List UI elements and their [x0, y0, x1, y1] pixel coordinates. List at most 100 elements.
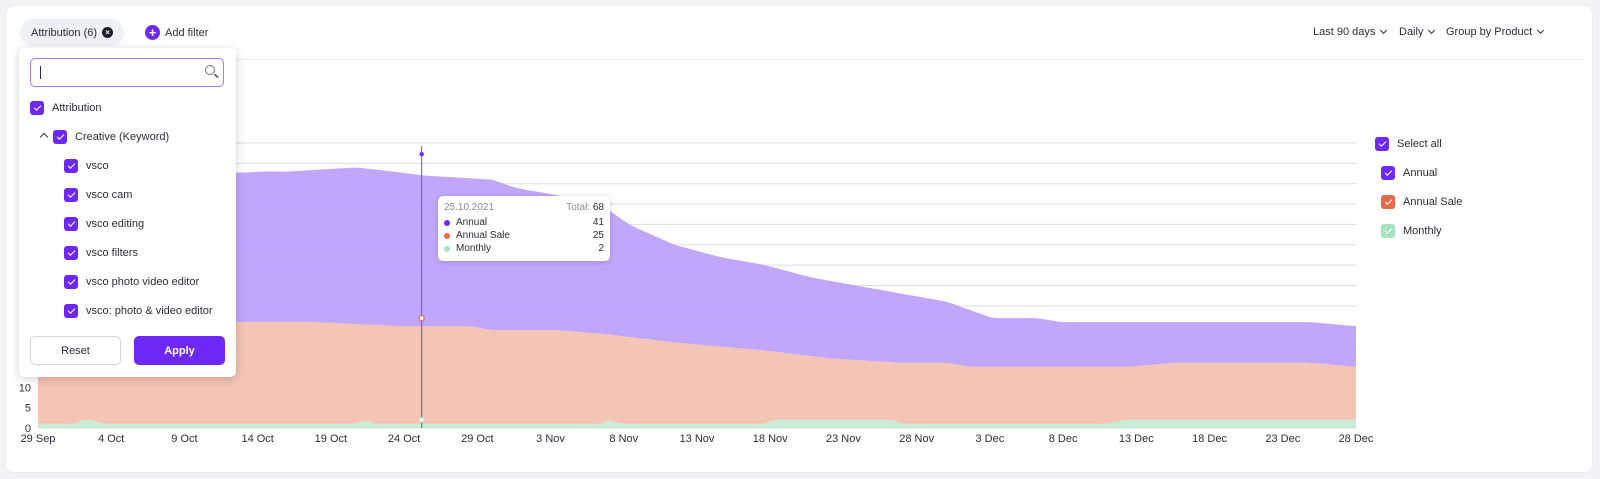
checkbox-checked-icon[interactable]	[64, 159, 78, 173]
x-tick-label: 3 Nov	[536, 433, 565, 445]
filter-chip-label: Attribution (6)	[31, 26, 98, 39]
checkbox-checked-icon[interactable]	[30, 101, 44, 115]
toolbar-divider	[20, 59, 1582, 60]
tree-item-keyword[interactable]: vsco filters	[64, 246, 138, 260]
checkbox-checked-icon[interactable]	[1381, 223, 1395, 238]
legend-label: Annual	[1403, 166, 1438, 179]
x-tick-label: 29 Oct	[461, 433, 493, 445]
tree-item-keyword[interactable]: vsco	[64, 159, 109, 173]
chevron-up-icon[interactable]	[39, 132, 49, 142]
checkbox-checked-icon[interactable]	[1381, 194, 1395, 209]
x-tick-label: 13 Nov	[680, 433, 715, 445]
tree-item-keyword[interactable]: vsco photo video editor	[64, 275, 199, 289]
y-tick-label: 0	[25, 423, 31, 435]
tooltip-total: Total: 68	[566, 202, 604, 213]
chart-legend: Select all Annual Annual Sale Monthly	[1375, 129, 1462, 245]
legend-select-all-label: Select all	[1397, 137, 1442, 150]
annual-sale-area	[38, 322, 1356, 424]
apply-button[interactable]: Apply	[134, 336, 225, 365]
remove-filter-icon[interactable]: ×	[102, 27, 114, 38]
x-tick-label: 18 Dec	[1192, 433, 1227, 445]
checkbox-checked-icon[interactable]	[1375, 136, 1389, 151]
add-filter-button[interactable]: + Add filter	[145, 25, 208, 40]
search-input[interactable]	[30, 58, 224, 87]
period-select[interactable]: Last 90 days	[1313, 26, 1388, 38]
tree-item-label: Creative (Keyword)	[75, 131, 170, 143]
text-caret	[40, 66, 41, 79]
tree-item-attribution[interactable]: Attribution	[30, 101, 102, 115]
x-tick-label: 23 Dec	[1265, 433, 1300, 445]
tree-item-creative-keyword[interactable]: Creative (Keyword)	[53, 130, 169, 144]
tree-item-label: vsco photo video editor	[86, 276, 200, 288]
x-tick-label: 4 Oct	[98, 433, 124, 445]
tooltip-row-label: Annual Sale	[456, 230, 510, 241]
x-tick-label: 28 Nov	[899, 433, 934, 445]
tree-item-label: vsco	[86, 160, 109, 172]
x-tick-label: 29 Sep	[21, 433, 56, 445]
tree-item-keyword[interactable]: vsco cam	[64, 188, 132, 202]
x-tick-label: 23 Nov	[826, 433, 861, 445]
tooltip-row-value: 41	[592, 217, 604, 228]
monthly-area	[38, 419, 1356, 428]
period-label: Last 90 days	[1313, 26, 1376, 38]
granularity-select[interactable]: Daily	[1399, 26, 1436, 38]
tree-item-label: vsco cam	[86, 189, 133, 201]
tooltip-total-value: 68	[592, 202, 604, 213]
tree-item-label: vsco editing	[86, 218, 145, 230]
data-point	[419, 151, 424, 157]
chart-tooltip: 25.10.2021 Total: 68 Annual 41 Annual Sa…	[438, 196, 610, 261]
tree-item-keyword[interactable]: vsco: photo & video editor	[64, 304, 213, 318]
series-dot-icon	[444, 245, 450, 252]
x-tick-label: 8 Nov	[609, 433, 638, 445]
attribution-filter-chip[interactable]: Attribution (6) ×	[20, 19, 125, 46]
tooltip-header: 25.10.2021 Total: 68	[444, 202, 604, 213]
x-tick-label: 3 Dec	[976, 433, 1005, 445]
tooltip-row-value: 25	[592, 230, 604, 241]
x-tick-label: 13 Dec	[1119, 433, 1154, 445]
data-point	[418, 314, 425, 322]
x-tick-label: 8 Dec	[1049, 433, 1078, 445]
y-tick-label: 5	[25, 403, 31, 415]
checkbox-checked-icon[interactable]	[64, 304, 78, 318]
add-filter-label: Add filter	[165, 26, 209, 39]
legend-item-annual[interactable]: Annual	[1381, 158, 1462, 187]
x-tick-label: 9 Oct	[171, 433, 197, 445]
tree-item-label: vsco filters	[86, 247, 138, 259]
granularity-label: Daily	[1399, 26, 1424, 38]
checkbox-checked-icon[interactable]	[64, 188, 78, 202]
tooltip-total-label: Total:	[566, 202, 591, 213]
tooltip-row-label: Annual	[456, 217, 488, 228]
tree-item-label: Attribution	[52, 102, 102, 114]
legend-label: Annual Sale	[1403, 195, 1463, 208]
tooltip-row: Annual 41	[444, 216, 604, 229]
tooltip-row-label: Monthly	[456, 243, 492, 254]
checkbox-checked-icon[interactable]	[64, 246, 78, 260]
tooltip-row: Monthly 2	[444, 242, 604, 255]
group-by-label: Group by Product	[1446, 26, 1533, 38]
checkbox-checked-icon[interactable]	[53, 130, 67, 144]
legend-select-all[interactable]: Select all	[1375, 129, 1462, 158]
x-tick-label: 19 Oct	[315, 433, 347, 445]
tree-item-label: vsco: photo & video editor	[86, 305, 213, 317]
checkbox-checked-icon[interactable]	[64, 217, 78, 231]
group-by-select[interactable]: Group by Product	[1446, 26, 1545, 38]
attribution-filter-dropdown: Attribution Creative (Keyword) vsco vsco…	[19, 48, 236, 377]
tooltip-row-value: 2	[598, 243, 604, 254]
x-tick-label: 14 Oct	[241, 433, 273, 445]
reset-button[interactable]: Reset	[30, 336, 121, 365]
x-tick-label: 24 Oct	[388, 433, 420, 445]
y-tick-label: 10	[19, 382, 31, 394]
tree-item-keyword[interactable]: vsco editing	[64, 217, 144, 231]
checkbox-checked-icon[interactable]	[64, 275, 78, 289]
legend-item-annual-sale[interactable]: Annual Sale	[1381, 187, 1462, 216]
annual-area	[38, 167, 1356, 367]
checkbox-checked-icon[interactable]	[1381, 165, 1395, 180]
legend-item-monthly[interactable]: Monthly	[1381, 216, 1462, 245]
tooltip-date: 25.10.2021	[444, 202, 495, 213]
series-dot-icon	[444, 232, 450, 239]
plus-icon: +	[145, 25, 160, 40]
data-point	[418, 416, 425, 423]
x-tick-label: 18 Nov	[753, 433, 788, 445]
search-icon[interactable]	[205, 65, 215, 75]
